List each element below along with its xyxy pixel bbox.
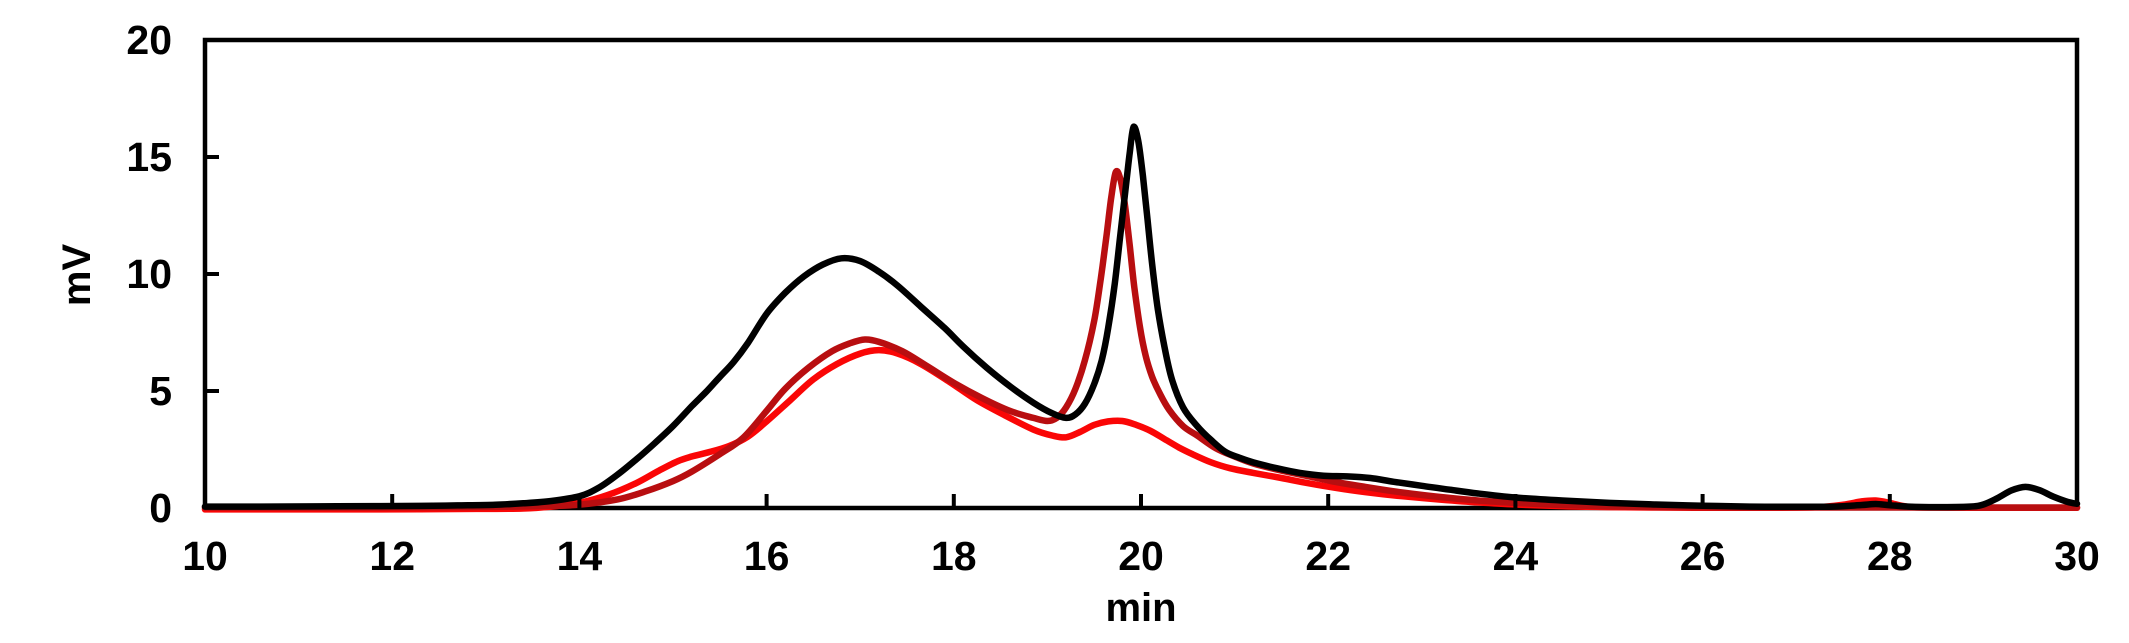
x-tick-label: 28 xyxy=(1867,533,1913,579)
tick-labels-group: 10 12 14 16 18 20 22 24 26 28 30 0 5 10 15 20 xyxy=(126,17,2099,579)
y-tick-label: 15 xyxy=(126,134,172,180)
x-tick-label: 24 xyxy=(1493,533,1539,579)
x-tick-label: 26 xyxy=(1680,533,1726,579)
y-axis-label: mV xyxy=(55,244,99,307)
x-tick-label: 14 xyxy=(557,533,603,579)
trace-dark-red xyxy=(201,167,2081,511)
axes-group xyxy=(205,155,1892,508)
plot-border xyxy=(202,37,2080,511)
x-tick-label: 30 xyxy=(2054,533,2100,579)
x-tick-label: 20 xyxy=(1118,533,1164,579)
x-tick-label: 12 xyxy=(369,533,415,579)
trace-bright-red xyxy=(201,346,2081,513)
x-tick-label: 10 xyxy=(182,533,228,579)
y-tick-label: 0 xyxy=(149,485,172,531)
y-tick-label: 10 xyxy=(126,251,172,297)
x-tick-label: 18 xyxy=(931,533,977,579)
x-tick-label: 16 xyxy=(744,533,790,579)
traces-group xyxy=(201,37,2081,513)
x-axis-label: min xyxy=(1105,586,1176,630)
x-tick-label: 22 xyxy=(1305,533,1351,579)
y-tick-label: 5 xyxy=(149,368,172,414)
trace-black xyxy=(201,123,2081,511)
y-tick-label: 20 xyxy=(126,17,172,63)
